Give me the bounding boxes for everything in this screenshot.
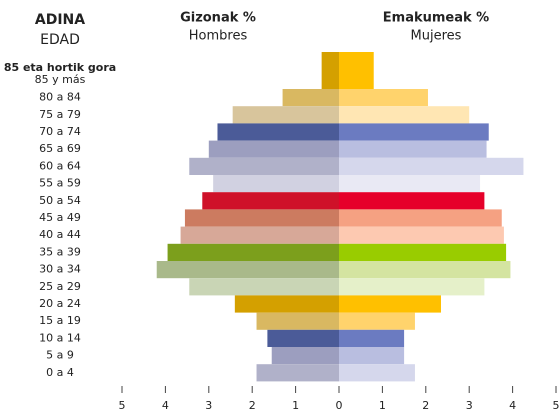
x-tick-label: 3 bbox=[466, 399, 473, 412]
bar bbox=[282, 89, 339, 107]
x-tick-label: 2 bbox=[422, 399, 429, 412]
category-label: 20 a 24 bbox=[39, 297, 81, 310]
x-tick-label: 4 bbox=[509, 399, 516, 412]
category-label: 70 a 74 bbox=[39, 125, 81, 138]
bar bbox=[339, 140, 487, 158]
category-label: 10 a 14 bbox=[39, 331, 81, 344]
legend-left-sub: Hombres bbox=[189, 29, 248, 44]
axis-title: ADINA bbox=[35, 12, 85, 28]
bar bbox=[339, 243, 507, 261]
category-label: 85 y más bbox=[35, 73, 86, 86]
bar bbox=[267, 329, 339, 347]
category-label: 75 a 79 bbox=[39, 108, 81, 121]
category-label: 35 a 39 bbox=[39, 245, 81, 258]
bar bbox=[256, 364, 339, 382]
bar bbox=[339, 347, 405, 365]
bar bbox=[232, 106, 339, 124]
bar bbox=[271, 347, 339, 365]
category-label: 50 a 54 bbox=[39, 194, 81, 207]
bar bbox=[208, 140, 339, 158]
bar bbox=[156, 261, 339, 279]
bar bbox=[189, 157, 339, 175]
axis-subtitle: EDAD bbox=[40, 32, 80, 48]
bar bbox=[234, 295, 339, 313]
bar bbox=[339, 364, 415, 382]
category-label: 25 a 29 bbox=[39, 280, 81, 293]
bar bbox=[339, 192, 485, 210]
bar bbox=[217, 123, 339, 141]
bar bbox=[339, 106, 470, 124]
x-tick-label: 1 bbox=[292, 399, 299, 412]
bar bbox=[184, 209, 339, 227]
category-label: 60 a 64 bbox=[39, 159, 81, 172]
bar bbox=[339, 123, 489, 141]
bar bbox=[339, 175, 481, 193]
x-tick-label: 5 bbox=[553, 399, 559, 412]
bar bbox=[339, 329, 405, 347]
category-label: 0 a 4 bbox=[46, 366, 74, 379]
category-label: 55 a 59 bbox=[39, 177, 81, 190]
category-label: 30 a 34 bbox=[39, 263, 81, 276]
x-tick-label: 4 bbox=[162, 399, 169, 412]
bar bbox=[339, 209, 502, 227]
legend-right: Emakumeak % bbox=[383, 11, 489, 26]
x-tick-label: 3 bbox=[205, 399, 212, 412]
category-note: 85 eta hortik gora bbox=[4, 61, 116, 74]
bar bbox=[339, 52, 374, 89]
category-label: 40 a 44 bbox=[39, 228, 81, 241]
legend-left: Gizonak % bbox=[180, 11, 256, 26]
category-label: 45 a 49 bbox=[39, 211, 81, 224]
bar bbox=[202, 192, 339, 210]
category-label: 80 a 84 bbox=[39, 91, 81, 104]
x-tick-label: 5 bbox=[119, 399, 126, 412]
x-tick-label: 1 bbox=[379, 399, 386, 412]
bar bbox=[339, 89, 428, 107]
bar bbox=[339, 295, 441, 313]
bar bbox=[180, 226, 339, 244]
bar bbox=[321, 52, 339, 89]
bar bbox=[256, 312, 339, 330]
bar bbox=[339, 312, 415, 330]
bar bbox=[167, 243, 339, 261]
legend-right-sub: Mujeres bbox=[411, 29, 462, 44]
bar bbox=[339, 226, 504, 244]
x-tick-label: 0 bbox=[336, 399, 343, 412]
category-label: 15 a 19 bbox=[39, 314, 81, 327]
category-label: 65 a 69 bbox=[39, 142, 81, 155]
category-label: 5 a 9 bbox=[46, 349, 74, 362]
bar bbox=[213, 175, 339, 193]
bar bbox=[339, 278, 485, 296]
bar bbox=[189, 278, 339, 296]
bar bbox=[339, 157, 524, 175]
bar bbox=[339, 261, 511, 279]
x-tick-label: 2 bbox=[249, 399, 256, 412]
